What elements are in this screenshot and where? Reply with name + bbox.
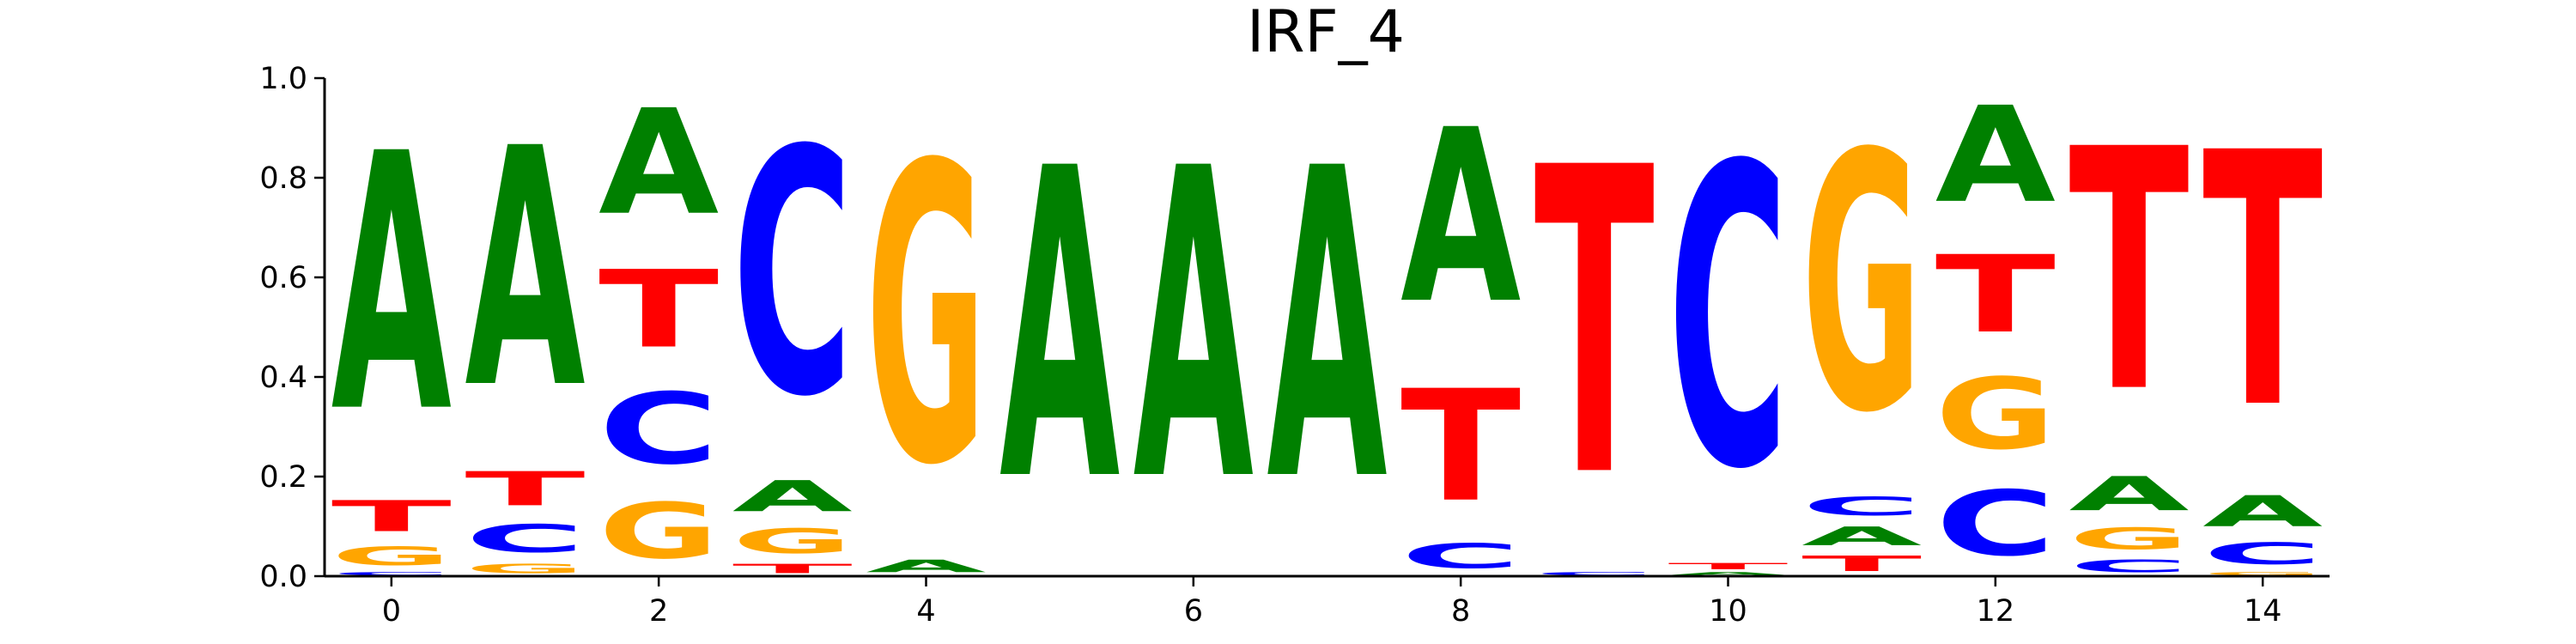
logo-letter-C-pos-2: C [598,373,719,487]
logo-letter-T-pos-11: T [1801,551,1922,576]
logo-letter-G-pos-1: G [465,562,585,576]
y-tick-label: 0.4 [259,361,307,395]
logo-letter-A-pos-4: A [866,556,986,576]
logo-letter-T-pos-3: T [732,562,853,576]
x-tick-label: 4 [916,594,935,629]
y-tick-label: 0.8 [259,161,307,196]
y-tick-label: 0.2 [259,460,307,495]
logo-letter-T-pos-9: T [1534,79,1656,569]
y-tick-label: 0.0 [259,560,307,594]
x-tick-label: 12 [1977,594,2015,629]
logo-letter-C-pos-9: C [1534,571,1655,576]
y-tick-label: 1.0 [259,62,307,96]
logo-letter-G-pos-3: G [732,522,853,562]
logo-letter-G-pos-14: G [2202,571,2323,576]
logo-letter-A-pos-8: A [1400,79,1521,356]
logo-letter-C-pos-1: C [465,516,585,561]
logo-letter-T-pos-10: T [1668,562,1788,572]
logo-letter-A-pos-5: A [999,81,1121,576]
logo-letter-C-pos-0: C [331,571,452,576]
logo-letter-A-pos-7: A [1267,81,1388,576]
x-tick-label: 10 [1709,594,1747,629]
logo-letter-T-pos-1: T [465,462,585,516]
logo-letter-A-pos-14: A [2202,487,2323,537]
logo-letter-C-pos-8: C [1400,537,1521,576]
logo-letter-G-pos-13: G [2069,522,2189,556]
logo-letter-A-pos-2: A [598,80,719,248]
logo-letter-A-pos-6: A [1133,81,1255,576]
logo-letter-A-pos-12: A [1935,78,2056,232]
logo-letter-C-pos-3: C [732,79,853,471]
x-tick-label: 8 [1451,594,1470,629]
logo-letter-G-pos-11: G [1801,81,1922,491]
logo-letter-T-pos-2: T [598,248,719,372]
chart-title: IRF_4 [1247,0,1405,66]
logo-letter-A-pos-10: A [1668,571,1788,576]
logo-letter-T-pos-14: T [2202,79,2324,485]
logo-letter-T-pos-13: T [2069,80,2190,466]
logo-letter-C-pos-13: C [2069,556,2189,576]
logo-letter-A-pos-13: A [2069,467,2189,522]
logo-letter-T-pos-8: T [1400,358,1521,537]
logo-letter-A-pos-0: A [331,79,453,490]
logo-letter-A-pos-11: A [1801,521,1922,551]
x-tick-label: 6 [1184,594,1203,629]
logo-letter-G-pos-2: G [598,488,719,577]
axes: 0.0 0.2 0.4 0.6 0.8 1.0 0 2 4 6 8 10 12 14 [259,62,2330,629]
logo-letter-C-pos-11: C [1801,492,1922,522]
logo-letter-C-pos-10: C [1668,80,1788,561]
logo-letter-G-pos-4: G [866,80,986,556]
logo-letter-C-pos-14: C [2202,537,2323,571]
logo-letter-C-pos-12: C [1935,472,2056,576]
y-tick-label: 0.6 [259,261,307,295]
logo-letter-T-pos-12: T [1935,234,2056,357]
logo-letter-A-pos-3: A [732,472,853,522]
logo-letter-G-pos-0: G [331,541,452,571]
x-tick-label: 14 [2244,594,2282,629]
logo-letter-G-pos-12: G [1935,358,2056,472]
x-tick-label: 0 [382,594,401,629]
x-tick-label: 2 [649,594,668,629]
logo-letter-T-pos-0: T [331,492,452,542]
logo-letter-A-pos-1: A [465,80,586,460]
